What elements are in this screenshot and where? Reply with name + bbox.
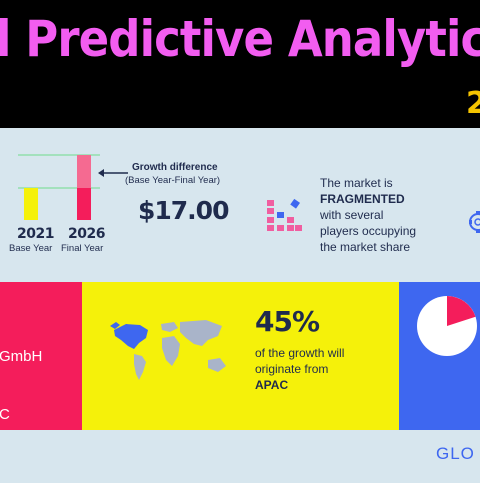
market-line-1: The market is bbox=[320, 176, 393, 190]
year-fragment: 2 bbox=[466, 86, 480, 121]
region-text: of the growth will originate from APAC bbox=[255, 345, 344, 393]
pie-slice bbox=[447, 296, 476, 326]
market-text: The market is FRAGMENTED with several pl… bbox=[320, 175, 416, 255]
market-line-4: players occupying bbox=[320, 224, 417, 238]
market-line-3: with several bbox=[320, 208, 384, 222]
market-line-5: the market share bbox=[320, 240, 411, 254]
growth-bars-chart bbox=[18, 154, 128, 220]
world-map-icon bbox=[110, 320, 226, 380]
footer bbox=[0, 430, 480, 483]
brand-text: GLO bbox=[436, 444, 475, 463]
fragmented-squares-icon bbox=[267, 198, 302, 231]
region-panel bbox=[82, 282, 399, 430]
gear-icon bbox=[469, 211, 480, 233]
base-year-bar bbox=[24, 188, 38, 220]
region-line-2: originate from bbox=[255, 362, 329, 376]
growth-percent: 45% bbox=[255, 305, 320, 338]
vendors-panel: GmbH C bbox=[0, 282, 82, 430]
arrow-head-icon bbox=[98, 169, 104, 177]
header-bar: l Predictive Analytics M 2 bbox=[0, 0, 480, 128]
vendor-item-2: C bbox=[0, 406, 10, 423]
share-pie-chart bbox=[417, 296, 477, 356]
growth-value: $17.00 bbox=[138, 196, 229, 225]
final-year-bar-base bbox=[77, 188, 91, 220]
market-line-2: FRAGMENTED bbox=[320, 192, 405, 206]
growth-difference-label: Growth difference bbox=[132, 162, 218, 173]
vendor-item-1: GmbH bbox=[0, 348, 43, 365]
base-year-label: 2021 bbox=[17, 226, 54, 242]
base-year-caption: Base Year bbox=[9, 243, 53, 254]
share-panel bbox=[399, 282, 480, 430]
growth-section: 2021 Base Year 2026 Final Year Growth di… bbox=[0, 128, 480, 282]
growth-difference-sublabel: (Base Year-Final Year) bbox=[125, 175, 221, 186]
region-name: APAC bbox=[255, 378, 289, 392]
final-year-caption: Final Year bbox=[61, 243, 104, 254]
final-year-bar-increment bbox=[77, 155, 91, 188]
page-title: l Predictive Analytics M bbox=[0, 10, 480, 68]
final-year-label: 2026 bbox=[68, 226, 105, 242]
region-line-1: of the growth will bbox=[255, 346, 345, 360]
